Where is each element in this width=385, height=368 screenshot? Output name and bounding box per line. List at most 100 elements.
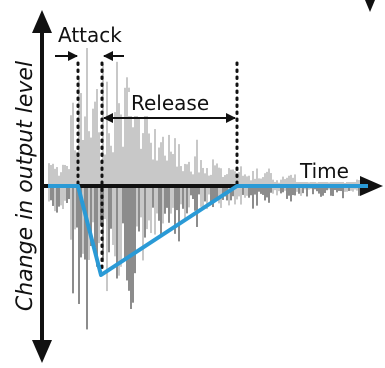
waveform-bar [208,186,210,195]
waveform-bar [198,186,200,195]
waveform-bar [136,114,138,186]
waveform-bar [124,186,126,261]
waveform-bar [298,186,300,194]
waveform-bar [196,186,198,227]
waveform-bar [336,180,338,186]
waveform-bar [218,186,220,204]
waveform-bar [276,186,278,196]
waveform-bar [168,134,170,186]
waveform-bar [210,174,212,186]
waveform-bar [354,180,356,186]
waveform-bar [190,171,192,186]
waveform-bar [342,179,344,186]
waveform-bar [54,168,56,186]
waveform-bar [178,186,180,242]
waveform-bar [92,186,94,223]
waveform-bar [292,186,294,196]
waveform-bar [262,186,264,195]
waveform-bar [270,173,272,186]
waveform-bar [154,186,156,235]
waveform-bar [70,186,72,240]
waveform-bar [50,165,52,186]
waveform-bar [314,179,316,186]
waveform-bar [68,186,70,200]
waveform-bar [212,186,214,208]
waveform-bar [62,186,64,210]
waveform-bar [240,186,242,205]
waveform-bar [284,186,286,191]
waveform-bar [290,186,292,202]
waveform-bar [80,93,82,186]
waveform-bar [128,87,130,186]
waveform-bar [160,186,162,238]
waveform-bar [256,186,258,206]
waveform-bar [90,186,92,246]
waveform-bar [280,179,282,186]
waveform-bar [250,186,252,196]
waveform-bar [198,172,200,186]
waveform-bar [58,186,60,207]
waveform-bar [144,114,146,186]
waveform-bar [282,176,284,186]
waveform-bar [278,186,280,192]
waveform-bar [94,186,96,248]
waveform-bar [320,186,322,197]
waveform-bar [154,129,156,186]
waveform-bar [294,174,296,186]
waveform-bar [350,186,352,191]
waveform-bar [106,186,108,292]
waveform-bar [216,163,218,186]
waveform-bar [82,186,84,254]
waveform-bar [104,186,106,220]
waveform-bar [156,186,158,214]
waveform-bar [164,186,166,214]
waveform-bar [82,139,84,186]
waveform-bar [306,186,308,197]
waveform-bar [150,186,152,234]
waveform-bar [110,145,112,186]
waveform-bar [130,186,132,309]
waveform-bar [260,186,262,194]
waveform-bar [292,177,294,186]
waveform-bar [178,144,180,186]
waveform-bar [112,186,114,245]
waveform-bar [172,186,174,208]
waveform-bar [174,186,176,234]
waveform-bar [100,160,102,186]
waveform-bar [230,169,232,186]
waveform-bar [126,186,128,281]
waveform-bar [334,179,336,186]
waveform-bar [348,186,350,191]
release-label: Release [131,91,209,115]
waveform-bar [126,77,128,186]
waveform-bar [132,127,134,186]
waveform-bar [74,186,76,230]
waveform-bar [64,164,66,186]
waveform-bar [72,102,74,186]
waveform-bar [66,186,68,203]
waveform-bar [224,175,226,186]
waveform-bar [238,186,240,197]
waveform-bar [288,175,290,186]
waveform-bar [224,186,226,197]
waveform-bar [158,147,160,186]
waveform-bar [282,186,284,193]
waveform-bar [142,186,144,261]
waveform-bar [60,186,62,206]
waveform-bar [208,175,210,186]
waveform-bar [212,159,214,186]
waveform-bar [216,186,218,199]
waveform-bar [120,114,122,186]
waveform-bar [194,186,196,211]
waveform-bar [302,181,304,186]
waveform-bar [300,186,302,196]
waveform-bar [344,186,346,192]
waveform-bar [246,176,248,186]
waveform-bar [66,165,68,186]
waveform-bar [160,142,162,186]
waveform-bar [266,171,268,186]
waveform-bar [358,180,360,186]
waveform-bar [50,186,52,201]
waveform-bar [118,103,120,186]
